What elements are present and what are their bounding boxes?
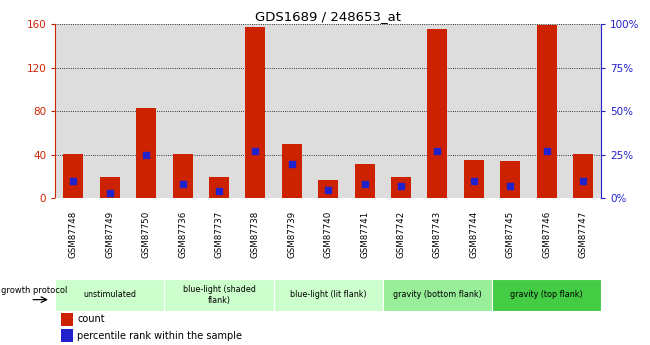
- Bar: [274, 279, 383, 311]
- Point: [505, 184, 515, 189]
- Bar: [355, 164, 374, 198]
- Text: GSM87737: GSM87737: [214, 210, 224, 258]
- Bar: [60, 329, 73, 342]
- Bar: [173, 154, 192, 198]
- Bar: [136, 108, 156, 198]
- Bar: [383, 279, 492, 311]
- Title: GDS1689 / 248653_at: GDS1689 / 248653_at: [255, 10, 401, 23]
- Bar: [391, 177, 411, 198]
- Point: [250, 149, 261, 154]
- Bar: [209, 177, 229, 198]
- Bar: [428, 29, 447, 198]
- Bar: [500, 161, 520, 198]
- Text: count: count: [77, 315, 105, 324]
- Bar: [573, 154, 593, 198]
- Text: GSM87742: GSM87742: [396, 210, 406, 258]
- Bar: [464, 160, 484, 198]
- Point: [578, 178, 588, 184]
- Text: GSM87746: GSM87746: [542, 210, 551, 258]
- Point: [105, 190, 115, 196]
- Text: GSM87740: GSM87740: [324, 210, 333, 258]
- Point: [541, 149, 552, 154]
- Bar: [55, 279, 164, 311]
- Bar: [318, 180, 338, 198]
- Bar: [282, 144, 302, 198]
- Bar: [164, 279, 274, 311]
- Text: blue-light (shaded
flank): blue-light (shaded flank): [183, 285, 255, 305]
- Point: [396, 184, 406, 189]
- Text: growth protocol: growth protocol: [1, 286, 68, 295]
- Point: [214, 189, 224, 194]
- Text: GSM87741: GSM87741: [360, 210, 369, 258]
- Point: [287, 161, 297, 166]
- Text: GSM87738: GSM87738: [251, 210, 260, 258]
- Text: GSM87743: GSM87743: [433, 210, 442, 258]
- Text: GSM87748: GSM87748: [69, 210, 78, 258]
- Bar: [246, 27, 265, 198]
- Bar: [64, 154, 83, 198]
- Text: percentile rank within the sample: percentile rank within the sample: [77, 331, 242, 341]
- Text: GSM87750: GSM87750: [142, 210, 151, 258]
- Text: GSM87739: GSM87739: [287, 210, 296, 258]
- Bar: [60, 313, 73, 326]
- Text: blue-light (lit flank): blue-light (lit flank): [290, 290, 367, 299]
- Point: [141, 152, 151, 158]
- Point: [177, 182, 188, 187]
- Text: gravity (top flank): gravity (top flank): [510, 290, 583, 299]
- Bar: [100, 177, 120, 198]
- Point: [68, 178, 79, 184]
- Bar: [492, 279, 601, 311]
- Text: GSM87736: GSM87736: [178, 210, 187, 258]
- Text: GSM87747: GSM87747: [578, 210, 588, 258]
- Text: GSM87749: GSM87749: [105, 210, 114, 258]
- Text: gravity (bottom flank): gravity (bottom flank): [393, 290, 482, 299]
- Point: [359, 182, 370, 187]
- Text: unstimulated: unstimulated: [83, 290, 136, 299]
- Bar: [537, 25, 556, 198]
- Point: [432, 149, 443, 154]
- Point: [469, 178, 479, 184]
- Text: GSM87745: GSM87745: [506, 210, 515, 258]
- Point: [323, 187, 333, 193]
- Text: GSM87744: GSM87744: [469, 210, 478, 258]
